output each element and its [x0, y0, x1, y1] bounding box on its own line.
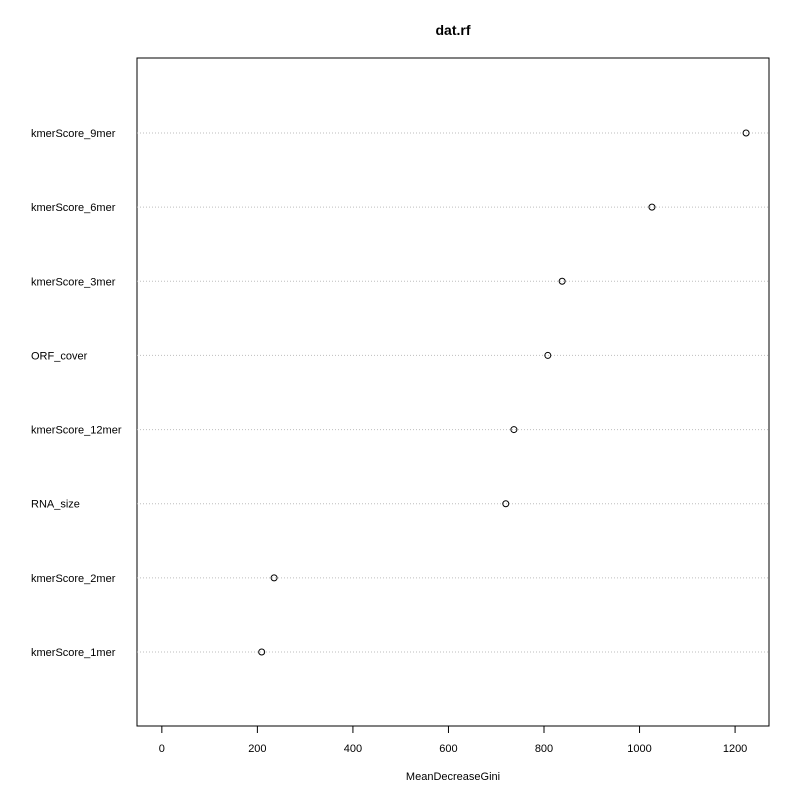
category-label: RNA_size — [31, 499, 80, 511]
data-point — [270, 574, 278, 582]
category-label: kmerScore_12mer — [31, 425, 122, 437]
x-tick-label: 200 — [248, 743, 266, 755]
data-point — [648, 203, 656, 211]
x-tick-label: 800 — [535, 743, 553, 755]
data-point — [258, 648, 266, 656]
x-axis-label: MeanDecreaseGini — [406, 771, 500, 783]
x-tick-label: 600 — [439, 743, 457, 755]
x-tick-label: 1200 — [723, 743, 747, 755]
category-label: kmerScore_6mer — [31, 202, 116, 214]
data-point — [502, 500, 510, 508]
category-label: ORF_cover — [31, 350, 88, 362]
data-point — [544, 351, 552, 359]
x-tick-label: 1000 — [627, 743, 651, 755]
category-label: kmerScore_2mer — [31, 573, 116, 585]
chart-title: dat.rf — [436, 22, 471, 38]
category-label: kmerScore_3mer — [31, 276, 116, 288]
category-label: kmerScore_1mer — [31, 647, 116, 659]
data-point — [742, 129, 750, 137]
category-label: kmerScore_9mer — [31, 128, 116, 140]
data-point — [558, 277, 566, 285]
data-point — [510, 426, 518, 434]
plot-frame — [136, 57, 770, 727]
x-tick-label: 400 — [344, 743, 362, 755]
x-tick-label: 0 — [159, 743, 165, 755]
